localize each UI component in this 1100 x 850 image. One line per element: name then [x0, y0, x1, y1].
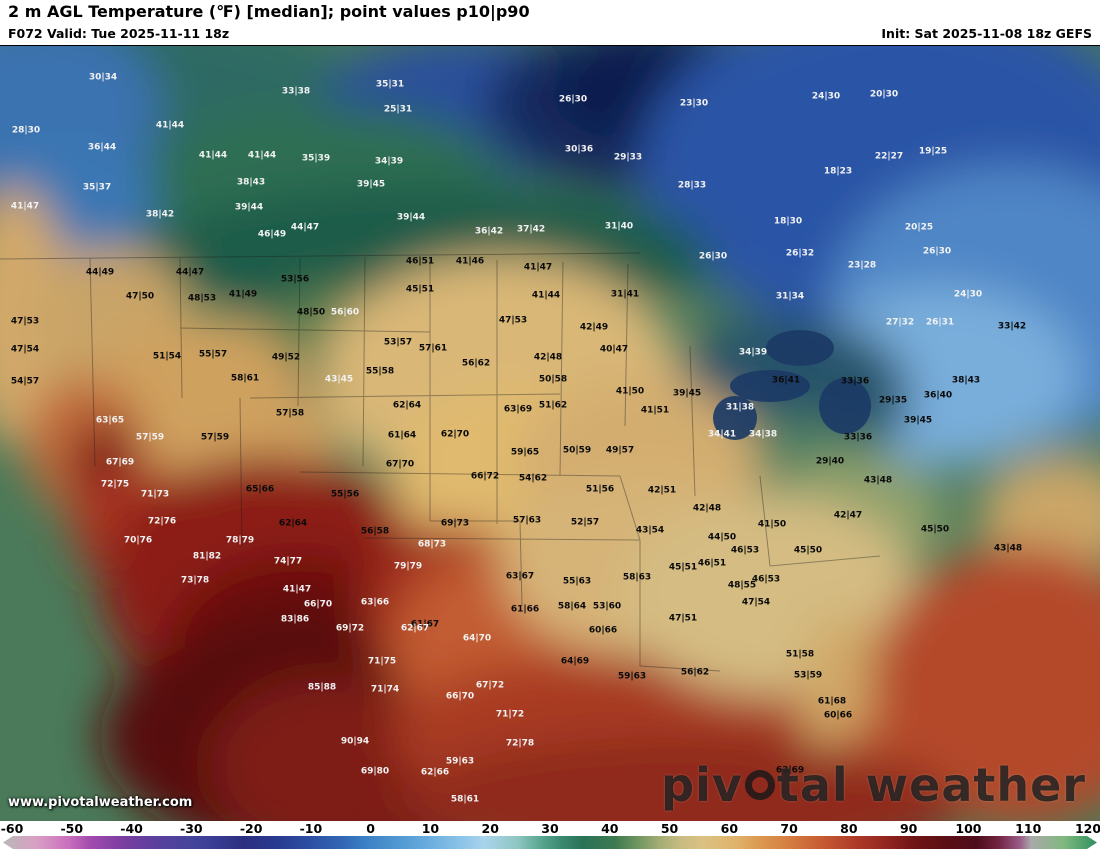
- colorbar-tick: 30: [541, 821, 559, 836]
- valid-time: F072 Valid: Tue 2025-11-11 18z: [8, 26, 230, 41]
- state-borders: [0, 252, 881, 672]
- map-header: 2 m AGL Temperature (℉) [median]; point …: [0, 0, 1100, 45]
- colorbar-tick: 10: [421, 821, 440, 836]
- colorbar-tick: 0: [366, 821, 376, 836]
- colorbar-tick: -30: [180, 821, 203, 836]
- colorbar-tick: 110: [1015, 821, 1042, 836]
- colorbar-tick: -20: [239, 821, 263, 836]
- colorbar-tick: 70: [780, 821, 798, 836]
- site-watermark: www.pivotalweather.com: [8, 795, 193, 810]
- pivotal-logo-icon: [744, 770, 775, 800]
- colorbar-tick: -50: [60, 821, 84, 836]
- colorbar-gradient: [3, 836, 1097, 849]
- colorbar-ticks: -60 -50 -40 -30 -20 -10 0 10 20 30 40 50 60 70 80 90 100…: [0, 821, 1100, 836]
- colorbar-tick: -60: [0, 821, 24, 836]
- brand-watermark: piv tal weather: [661, 758, 1086, 812]
- colorbar-tick: 120: [1074, 821, 1100, 836]
- temperature-field: [0, 46, 1100, 821]
- temperature-map: [0, 45, 1100, 822]
- brand-text-right: tal weather: [776, 758, 1086, 812]
- colorbar-tick: 90: [899, 821, 918, 836]
- map-title: 2 m AGL Temperature (℉) [median]; point …: [8, 2, 530, 21]
- colorbar-tick: 40: [601, 821, 619, 836]
- colorbar-tick: -10: [299, 821, 323, 836]
- brand-text-left: piv: [661, 758, 743, 812]
- colorbar-tick: 20: [481, 821, 499, 836]
- colorbar-tick: 60: [720, 821, 739, 836]
- colorbar-tick: 80: [840, 821, 858, 836]
- colorbar-tick: 50: [660, 821, 679, 836]
- colorbar: -60 -50 -40 -30 -20 -10 0 10 20 30 40 50 60 70 80 90 100…: [0, 821, 1100, 850]
- init-time: Init: Sat 2025-11-08 18z GEFS: [881, 26, 1092, 41]
- colorbar-tick: 100: [955, 821, 982, 836]
- colorbar-tick: -40: [120, 821, 143, 836]
